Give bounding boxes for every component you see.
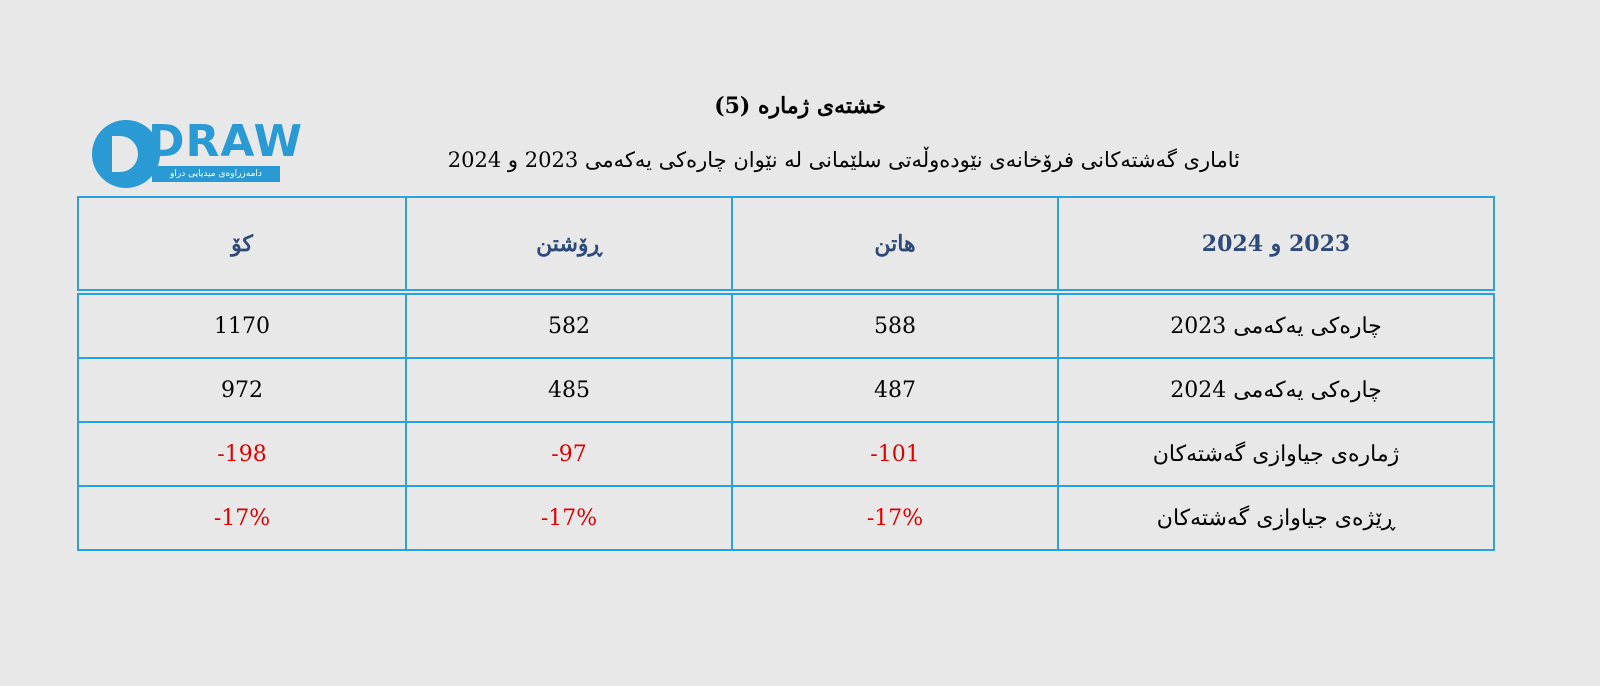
- total-cell: -198: [77, 421, 407, 487]
- arrival-cell: 487: [731, 357, 1059, 423]
- total-cell: -17%: [77, 485, 407, 551]
- arrival-cell: 588: [731, 291, 1059, 359]
- header-period: 2023 و 2024: [1057, 196, 1495, 295]
- logo-circle-icon: [92, 120, 160, 188]
- departure-value: -17%: [540, 505, 598, 531]
- draw-logo: DRAW دامەزراوەی میدیایی دراو: [90, 116, 302, 188]
- arrival-value: 588: [874, 313, 916, 339]
- departure-cell: -17%: [405, 485, 733, 551]
- header-total: کۆ: [77, 196, 407, 295]
- table-row: چارەکی یەکەمی 2023 588 582 1170: [77, 291, 1495, 359]
- header-arrival: هاتن: [731, 196, 1059, 295]
- arrival-cell: -101: [731, 421, 1059, 487]
- arrival-cell: -17%: [731, 485, 1059, 551]
- departure-value: 582: [548, 313, 590, 339]
- departure-cell: -97: [405, 421, 733, 487]
- total-cell: 1170: [77, 291, 407, 359]
- logo-subtext: دامەزراوەی میدیایی دراو: [152, 166, 280, 182]
- total-cell: 972: [77, 357, 407, 423]
- flights-table: 2023 و 2024 هاتن ڕۆشتن کۆ چارەکی یەکەمی …: [77, 196, 1495, 551]
- total-value: -17%: [213, 505, 271, 531]
- total-value: -198: [217, 441, 267, 467]
- row-label: ڕێژەی جیاوازی گەشتەکان: [1057, 485, 1495, 551]
- departure-value: -97: [551, 441, 587, 467]
- arrival-value: -17%: [866, 505, 924, 531]
- departure-value: 485: [548, 377, 590, 403]
- table-row: چارەکی یەکەمی 2024 487 485 972: [77, 357, 1495, 423]
- header-departure: ڕۆشتن: [405, 196, 733, 295]
- departure-cell: 485: [405, 357, 733, 423]
- arrival-value: -101: [870, 441, 920, 467]
- logo-text: DRAW: [148, 116, 304, 167]
- table-header-row: 2023 و 2024 هاتن ڕۆشتن کۆ: [77, 196, 1495, 295]
- row-label: ژمارەی جیاوازی گەشتەکان: [1057, 421, 1495, 487]
- total-value: 1170: [214, 313, 270, 339]
- departure-cell: 582: [405, 291, 733, 359]
- row-label: چارەکی یەکەمی 2023: [1057, 291, 1495, 359]
- table-title: خشتەی ژمارە (5): [714, 93, 886, 119]
- total-value: 972: [221, 377, 263, 403]
- row-label: چارەکی یەکەمی 2024: [1057, 357, 1495, 423]
- arrival-value: 487: [874, 377, 916, 403]
- table-subtitle: ئاماری گەشتەکانی فرۆخانەی نێودەوڵەتی سلێ…: [447, 148, 1240, 172]
- table-row: ژمارەی جیاوازی گەشتەکان -101 -97 -198: [77, 421, 1495, 487]
- table-row: ڕێژەی جیاوازی گەشتەکان -17% -17% -17%: [77, 485, 1495, 551]
